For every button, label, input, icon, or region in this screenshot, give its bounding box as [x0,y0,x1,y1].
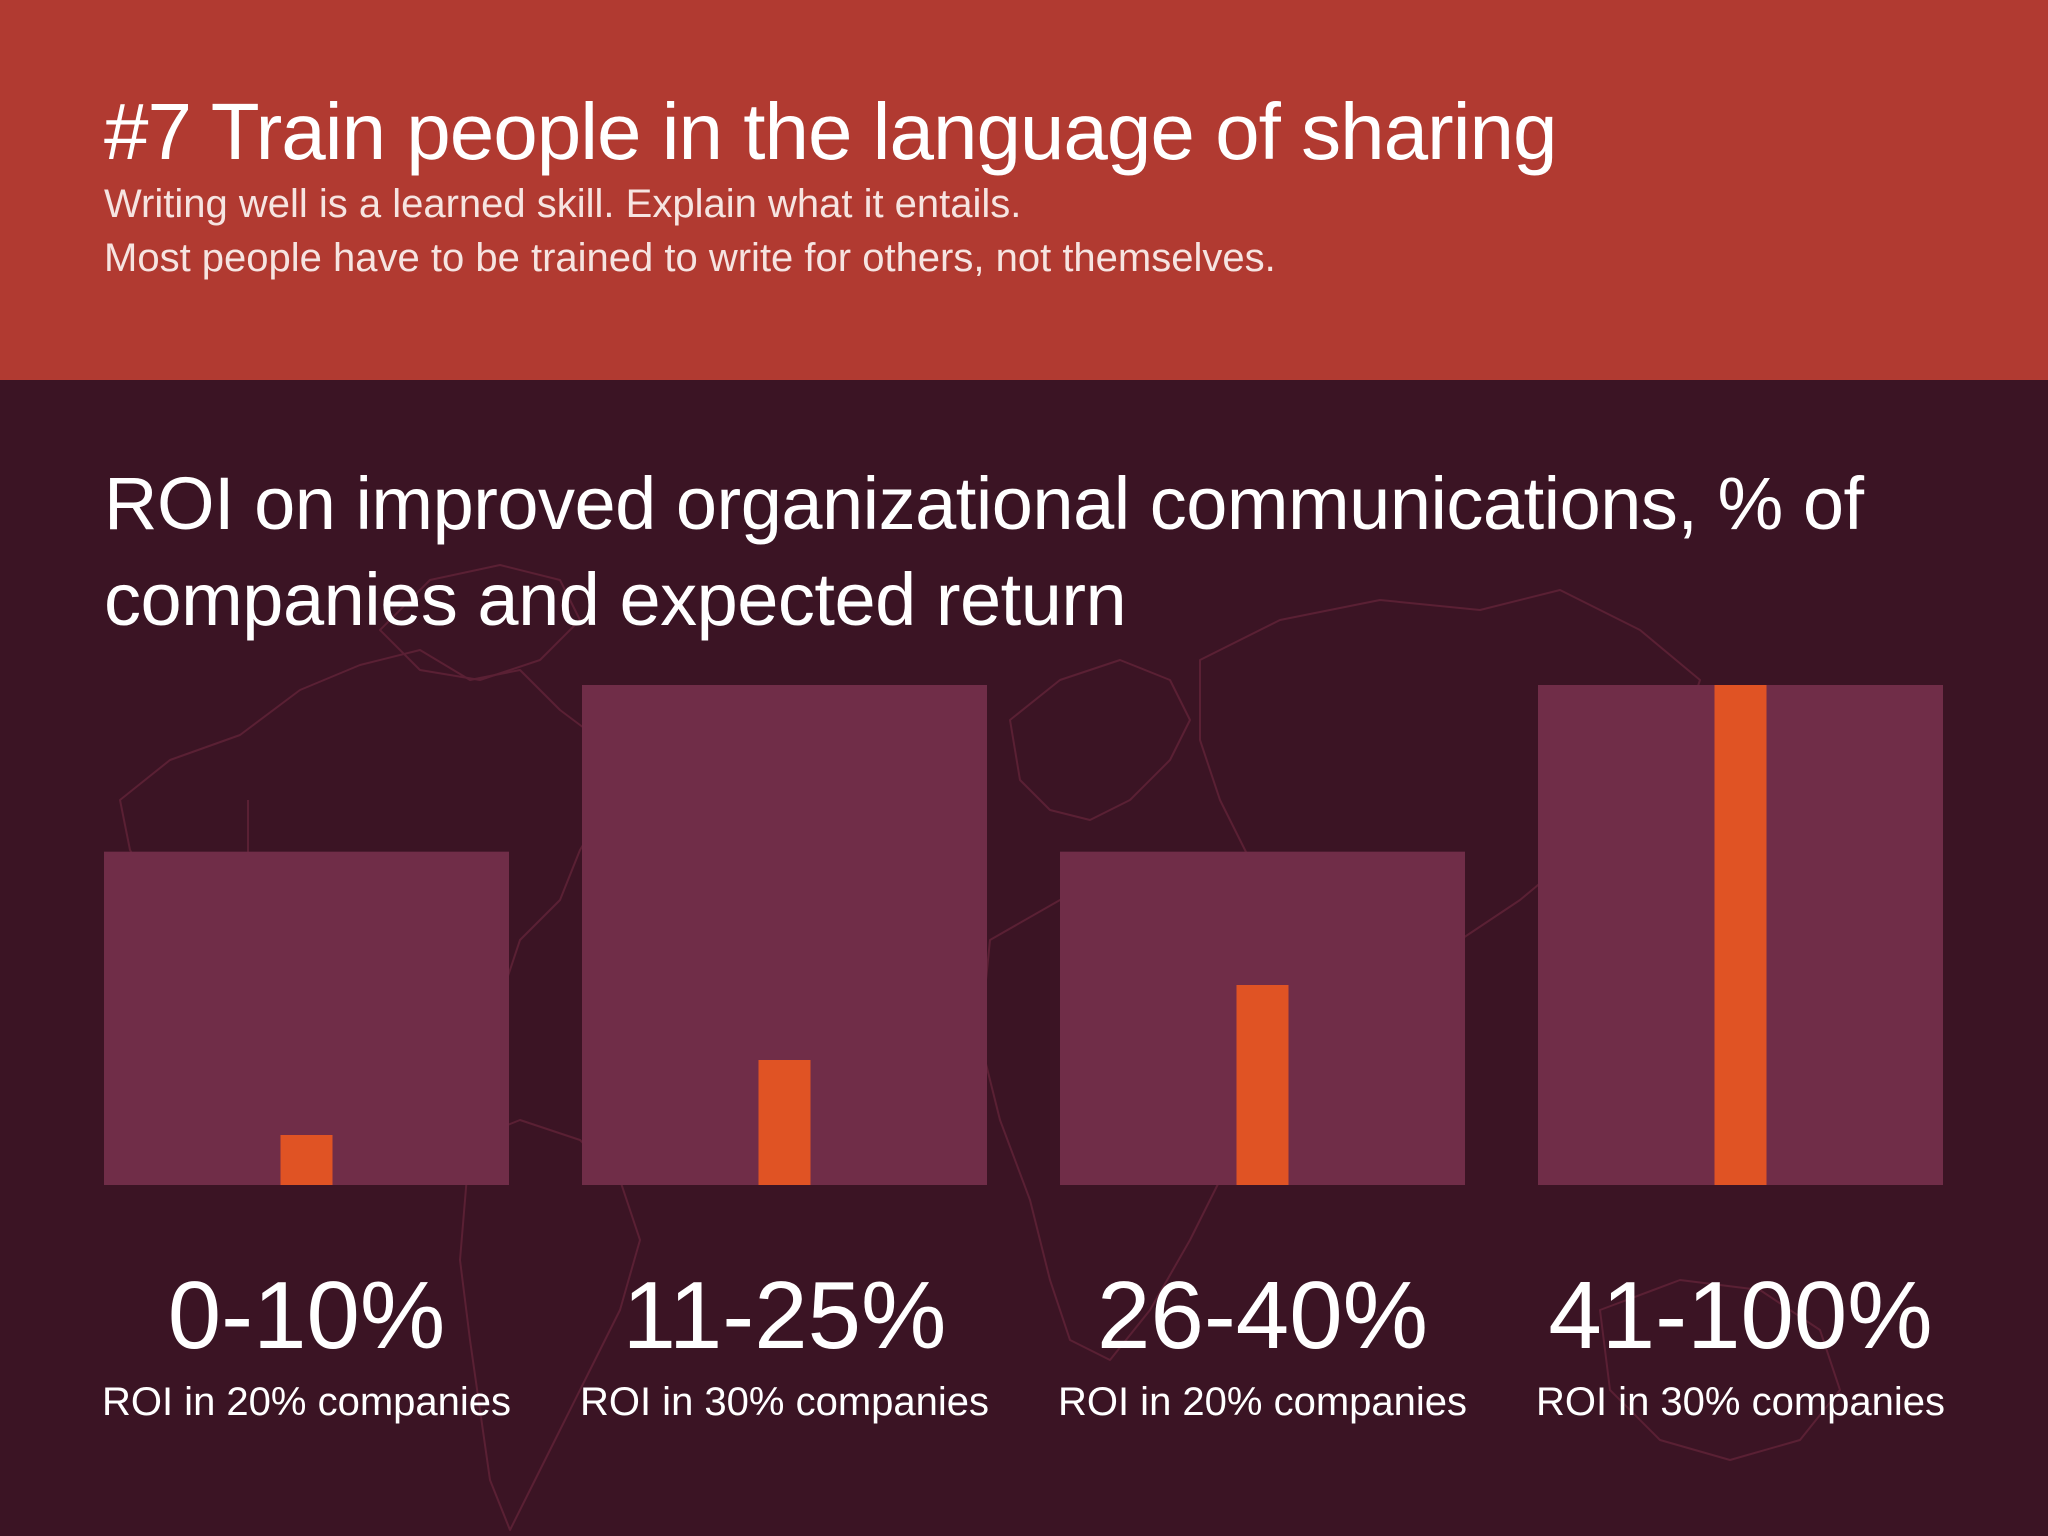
map-greenland [379,564,581,681]
category-label: 11-25% [623,1262,947,1369]
category-label: 26-40% [1097,1262,1428,1369]
company-share-bar [104,851,509,1185]
chart-section: ROI on improved organizational communica… [0,380,2048,1536]
company-share-label: ROI in 20% companies [102,1380,511,1424]
expected-return-bar [1236,985,1289,1185]
category-label: 41-100% [1548,1262,1932,1369]
expected-return-bar [280,1135,333,1185]
company-share-label: ROI in 20% companies [1058,1380,1467,1424]
company-share-label: ROI in 30% companies [1536,1380,1945,1424]
page-title: #7 Train people in the language of shari… [104,87,1557,176]
header-banner: #7 Train people in the language of shari… [0,0,2048,380]
company-share-label: ROI in 30% companies [580,1380,989,1424]
subtitle-line-2: Most people have to be trained to write … [104,236,1276,280]
expected-return-bar [758,1060,811,1185]
subtitle-line-1: Writing well is a learned skill. Explain… [104,182,1022,226]
expected-return-bar [1714,685,1767,1185]
chart-title: ROI on improved organizational communica… [104,462,1864,641]
category-label: 0-10% [168,1262,446,1369]
map-australia [1599,1279,1841,1461]
bar-chart: 0-10% ROI in 20% companies 11-25% ROI in 30… [102,685,1945,1424]
map-europe [1009,659,1191,821]
